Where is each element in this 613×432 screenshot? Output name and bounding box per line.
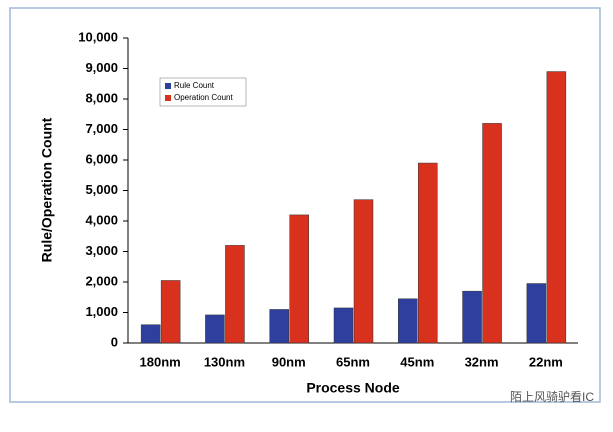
y-tick-label: 6,000: [85, 151, 118, 166]
legend-label: Operation Count: [174, 93, 233, 102]
y-tick-label: 5,000: [85, 182, 118, 197]
y-tick-label: 3,000: [85, 243, 118, 258]
x-tick-label: 45nm: [400, 354, 434, 369]
y-tick-label: 1,000: [85, 304, 118, 319]
legend-swatch: [165, 95, 171, 101]
x-tick-label: 90nm: [272, 354, 306, 369]
y-tick-label: 4,000: [85, 212, 118, 227]
bar: [269, 309, 289, 344]
legend-swatch: [165, 83, 171, 89]
y-tick-label: 10,000: [78, 29, 118, 44]
x-tick-label: 22nm: [529, 354, 563, 369]
watermark: 陌上风骑驴看IC: [510, 389, 594, 404]
x-tick-label: 180nm: [140, 354, 181, 369]
bar: [398, 298, 418, 344]
bar: [205, 314, 225, 344]
x-tick-label: 32nm: [465, 354, 499, 369]
y-tick-label: 9,000: [85, 60, 118, 75]
x-tick-label: 65nm: [336, 354, 370, 369]
x-axis-label: Process Node: [306, 380, 400, 396]
bar: [353, 199, 374, 344]
legend-label: Rule Count: [174, 81, 215, 90]
bar: [289, 214, 309, 344]
bar: [462, 290, 482, 344]
bar: [546, 71, 567, 344]
y-axis-label: Rule/Operation Count: [39, 117, 55, 262]
bar: [225, 245, 245, 344]
y-tick-label: 8,000: [85, 90, 118, 105]
bar: [526, 283, 547, 344]
bar: [333, 307, 354, 344]
bar: [418, 162, 438, 344]
y-tick-label: 7,000: [85, 121, 118, 136]
y-tick-label: 0: [111, 334, 118, 349]
y-tick-label: 2,000: [85, 273, 118, 288]
bar: [160, 280, 181, 344]
bar: [140, 324, 161, 344]
bar: [482, 123, 502, 344]
legend-box: [159, 77, 247, 107]
x-tick-label: 130nm: [204, 354, 245, 369]
